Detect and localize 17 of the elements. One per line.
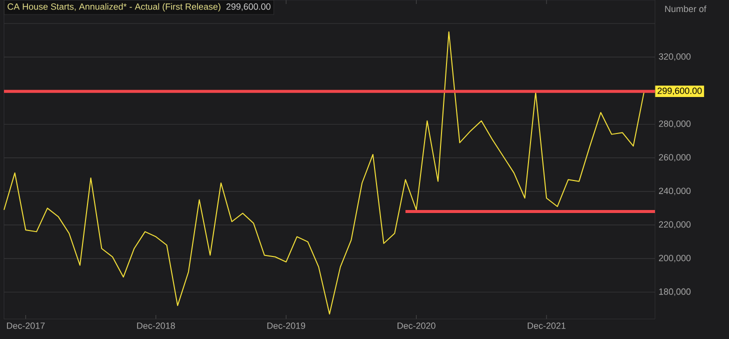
y-tick-label: 260,000 xyxy=(658,154,691,162)
ref-line-label: 299,600.00 xyxy=(658,88,702,96)
y-tick-label: 220,000 xyxy=(658,221,691,229)
chart-title: CA House Starts, Annualized* - Actual (First Release) xyxy=(8,3,220,12)
line-series xyxy=(4,31,645,314)
x-tick-label: Dec-2019 xyxy=(267,322,306,329)
y-tick-label: 280,000 xyxy=(658,120,691,128)
y-tick-label: 320,000 xyxy=(658,53,691,61)
x-tick-label: Dec-2021 xyxy=(528,322,566,329)
x-tick-label: Dec-2017 xyxy=(6,322,45,329)
x-tick-label: Dec-2018 xyxy=(137,322,175,329)
y-tick-label: 200,000 xyxy=(658,254,691,262)
annotation: 299,600.00 xyxy=(226,3,270,11)
y-axis-title: Number of xyxy=(665,6,706,12)
y-tick-label: 240,000 xyxy=(658,188,691,196)
y-tick-label: 180,000 xyxy=(659,288,691,296)
x-tick-label: Dec-2020 xyxy=(398,322,436,329)
